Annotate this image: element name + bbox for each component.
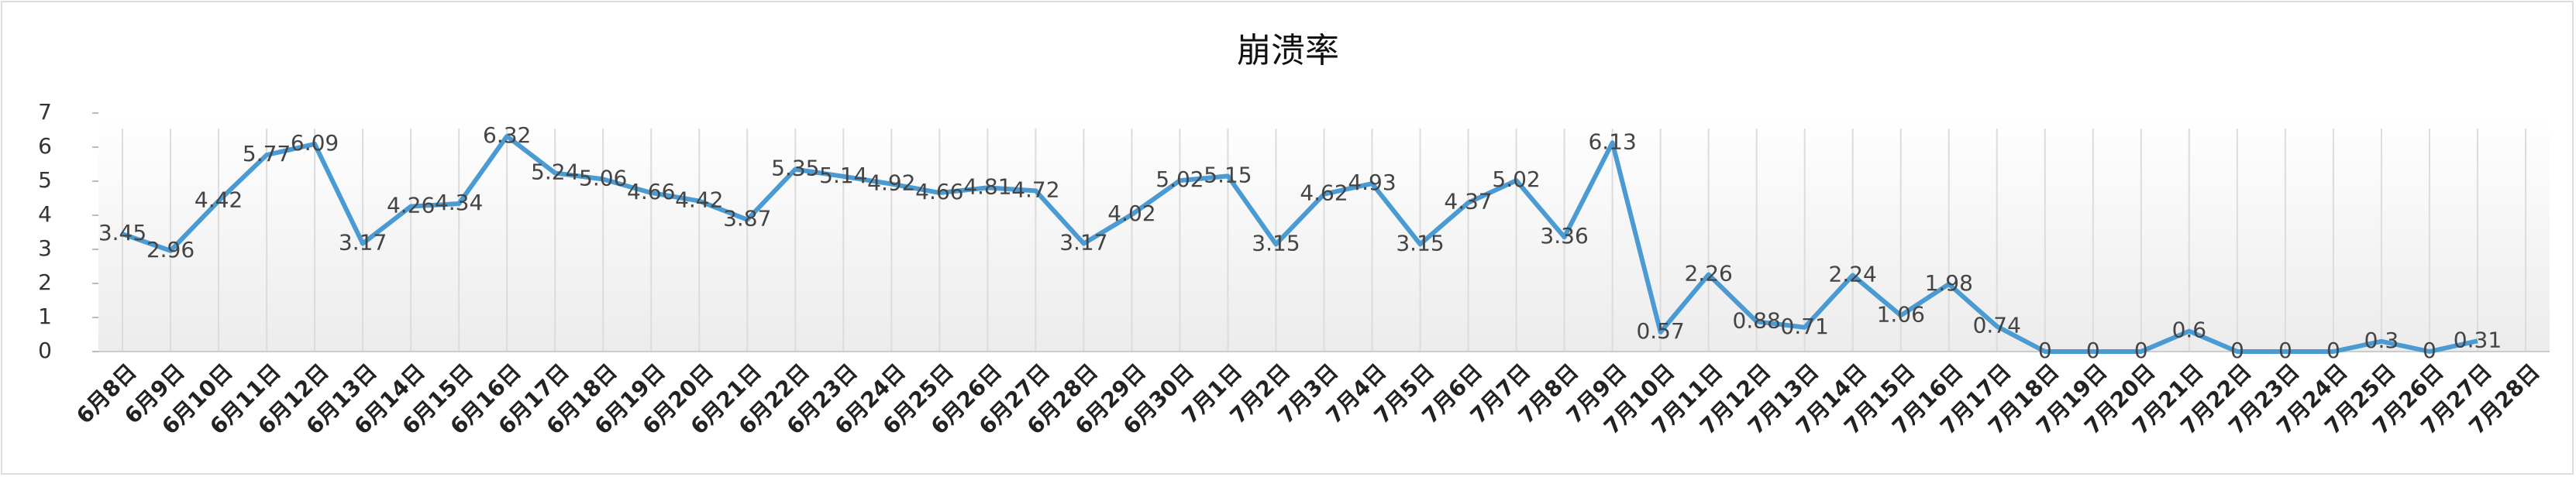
data-label: 6.09: [291, 130, 339, 156]
data-label: 5.15: [1204, 162, 1252, 187]
data-label: 4.81: [963, 173, 1011, 199]
data-label: 0: [2326, 338, 2340, 363]
data-label: 0: [2086, 338, 2100, 363]
data-label: 3.17: [1059, 230, 1107, 256]
data-label: 5.14: [819, 163, 867, 188]
data-label: 4.34: [435, 190, 483, 215]
data-label: 3.45: [98, 220, 146, 245]
data-label: 2.96: [146, 237, 195, 263]
data-label: 3.36: [1540, 223, 1588, 249]
data-label: 0.57: [1636, 318, 1684, 344]
y-tick-label: 6: [38, 133, 52, 159]
data-label: 4.37: [1444, 189, 1492, 214]
data-label: 6.13: [1588, 129, 1636, 154]
data-label: 0.6: [2172, 317, 2207, 343]
data-label: 4.93: [1348, 170, 1396, 195]
data-label: 0: [2134, 338, 2148, 363]
data-label: 4.66: [915, 179, 963, 204]
data-label: 0.88: [1733, 307, 1781, 333]
data-label: 0.71: [1781, 314, 1829, 339]
data-label: 5.02: [1492, 166, 1540, 192]
data-label: 4.66: [627, 179, 675, 204]
data-label: 5.06: [579, 165, 627, 190]
data-label: 3.17: [339, 230, 387, 256]
data-label: 0: [2423, 338, 2437, 363]
y-tick-label: 4: [38, 201, 52, 227]
data-label: 5.02: [1155, 166, 1204, 192]
data-label: 5.35: [771, 156, 819, 181]
data-label: 5.77: [243, 141, 291, 166]
data-label: 3.15: [1396, 230, 1444, 256]
data-label: 4.42: [195, 187, 243, 213]
y-tick-label: 1: [38, 304, 52, 329]
data-label: 0: [2230, 338, 2244, 363]
data-label: 0: [2278, 338, 2292, 363]
data-label: 0.74: [1973, 312, 2021, 338]
y-tick-label: 5: [38, 167, 52, 193]
data-label: 0.3: [2364, 328, 2399, 353]
data-label: 0: [2038, 338, 2052, 363]
line: [122, 133, 2478, 354]
data-label: 4.42: [675, 187, 723, 213]
data-label: 2.24: [1829, 261, 1877, 287]
data-label: 4.02: [1107, 201, 1155, 226]
data-label: 1.06: [1877, 301, 1925, 327]
chart-title: 崩溃率: [1237, 31, 1339, 70]
data-label: 5.24: [531, 159, 579, 184]
data-label: 0.31: [2454, 327, 2502, 352]
data-label: 3.87: [723, 206, 771, 232]
data-label: 2.26: [1684, 261, 1732, 287]
data-label: 4.26: [387, 193, 435, 218]
data-label: 4.92: [867, 170, 915, 196]
data-label: 4.72: [1011, 177, 1059, 202]
data-label: 6.32: [483, 122, 531, 148]
y-tick-label: 7: [38, 99, 52, 125]
y-tick-label: 2: [38, 269, 52, 295]
data-label: 1.98: [1925, 270, 1973, 296]
y-tick-label: 0: [38, 338, 52, 363]
data-label: 3.15: [1252, 230, 1300, 256]
y-tick-label: 3: [38, 235, 52, 261]
data-label: 4.62: [1300, 180, 1348, 206]
